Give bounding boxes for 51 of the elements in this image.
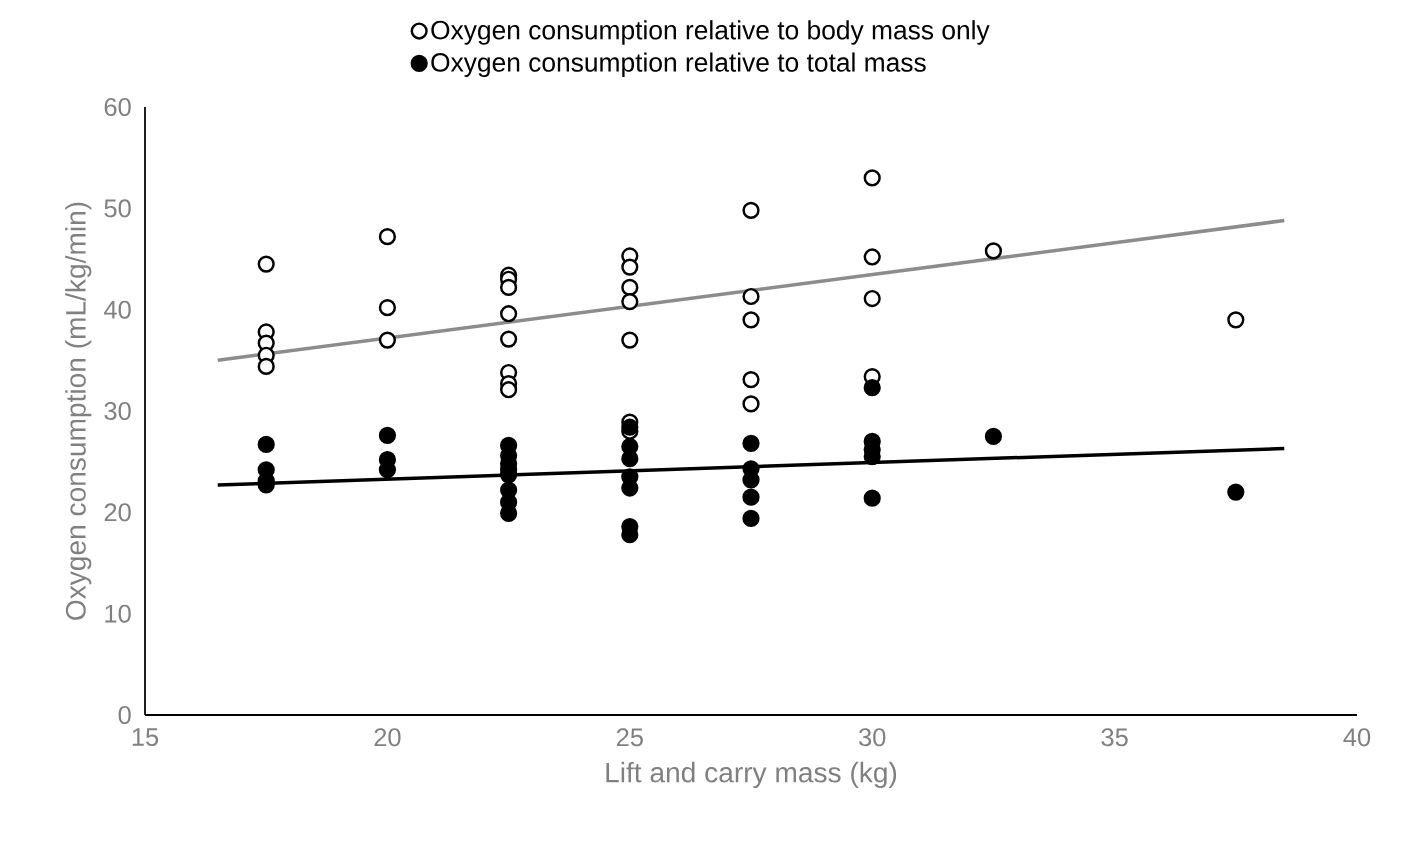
point <box>378 228 397 246</box>
point <box>500 305 518 323</box>
point <box>863 169 881 187</box>
point <box>378 331 397 349</box>
x-axis-title: Lift and carry mass (kg) <box>606 761 897 789</box>
x-tick-label: 40 <box>1343 728 1371 747</box>
x-tick-label: 20 <box>374 728 401 747</box>
point <box>257 357 275 376</box>
y-axis-title: Oxygen consumption (mL/kg/min) <box>65 202 92 620</box>
y-tick-label: 20 <box>104 503 131 522</box>
point <box>621 418 639 436</box>
y-tick-label: 60 <box>104 97 131 117</box>
point <box>378 426 397 444</box>
point <box>1227 311 1245 329</box>
point <box>742 434 760 453</box>
point <box>863 379 881 397</box>
point <box>742 370 760 389</box>
point <box>500 330 518 348</box>
point <box>257 435 275 454</box>
point <box>1227 483 1245 501</box>
legend-label: Oxygen consumption relative to body mass only <box>431 20 990 45</box>
point <box>500 278 518 296</box>
y-tick-label: 10 <box>105 604 131 623</box>
point <box>863 289 881 308</box>
point <box>621 331 639 349</box>
x-tick-label: 25 <box>616 728 643 747</box>
x-tick-label: 35 <box>1101 728 1128 747</box>
y-tick-label: 0 <box>118 705 131 725</box>
point <box>742 311 760 329</box>
x-tick-label: 15 <box>132 728 159 747</box>
y-tick-label: 40 <box>104 300 131 319</box>
point <box>984 427 1003 445</box>
point <box>742 287 760 306</box>
y-tick-label: 50 <box>104 199 131 218</box>
point <box>742 201 760 219</box>
point <box>378 299 397 317</box>
point <box>742 509 760 528</box>
point <box>500 381 518 399</box>
point <box>621 450 639 468</box>
x-tick-label: 30 <box>859 728 886 747</box>
point <box>984 242 1003 260</box>
point <box>621 278 639 296</box>
point <box>742 488 760 506</box>
point <box>863 248 881 266</box>
y-tick-label: 30 <box>104 401 131 421</box>
point <box>257 255 275 273</box>
point <box>863 489 881 507</box>
point <box>621 292 639 311</box>
legend-label: Oxygen consumption relative to total mass <box>431 52 926 77</box>
point <box>742 395 760 413</box>
point <box>621 258 639 276</box>
